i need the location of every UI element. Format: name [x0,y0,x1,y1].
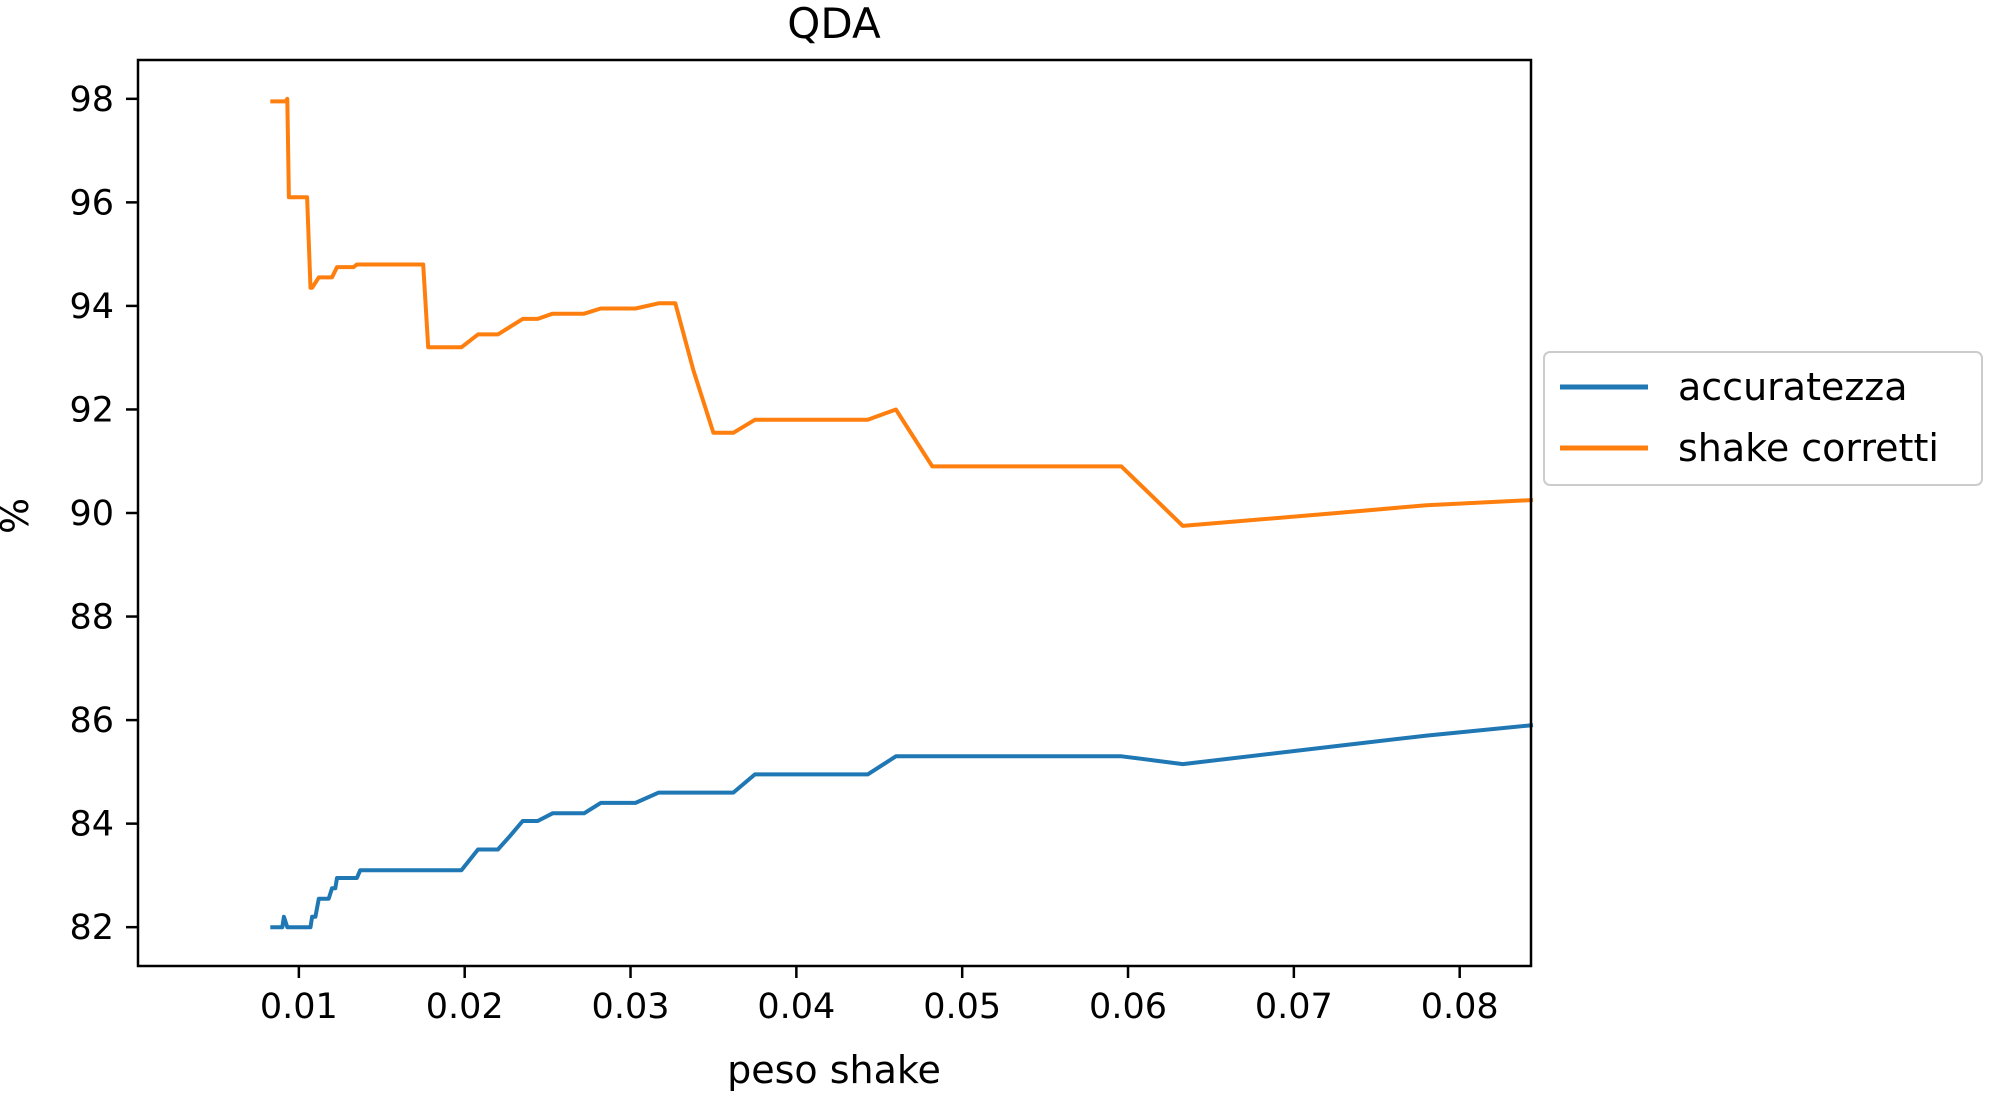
series-line-shake-corretti [270,96,1534,528]
y-tick-label: 94 [69,287,114,327]
y-axis-ticks: 82 84 86 88 90 92 94 96 98 [69,80,138,948]
chart-title: QDA [787,0,881,48]
legend-frame [1543,351,1983,486]
x-tick-label: 0.02 [426,987,504,1027]
y-tick-label: 88 [69,598,114,638]
y-tick-label: 96 [69,183,114,223]
legend-label-shake-corretti: shake corretti [1678,426,1939,470]
x-axis-ticks: 0.01 0.02 0.03 0.04 0.05 0.06 0.07 0.08 [260,966,1499,1027]
x-tick-label: 0.08 [1421,987,1499,1027]
series-line-accuratezza [270,723,1534,930]
legend-label-accuratezza: accuratezza [1678,365,1908,409]
y-tick-label: 98 [69,80,114,120]
y-axis-label: % [0,498,37,534]
y-tick-label: 92 [69,390,114,430]
y-tick-label: 82 [69,908,114,948]
x-tick-label: 0.01 [260,987,338,1027]
y-tick-label: 90 [69,494,114,534]
y-tick-label: 86 [69,701,114,741]
plot-frame [136,58,1533,968]
y-tick-label: 84 [69,805,114,845]
legend: accuratezza shake corretti [1543,351,1983,486]
x-tick-label: 0.04 [757,987,835,1027]
x-tick-label: 0.06 [1089,987,1167,1027]
x-tick-label: 0.05 [923,987,1001,1027]
x-axis-label: peso shake [727,1048,941,1092]
x-tick-label: 0.03 [592,987,670,1027]
series-lines [270,96,1534,930]
x-tick-label: 0.07 [1255,987,1333,1027]
